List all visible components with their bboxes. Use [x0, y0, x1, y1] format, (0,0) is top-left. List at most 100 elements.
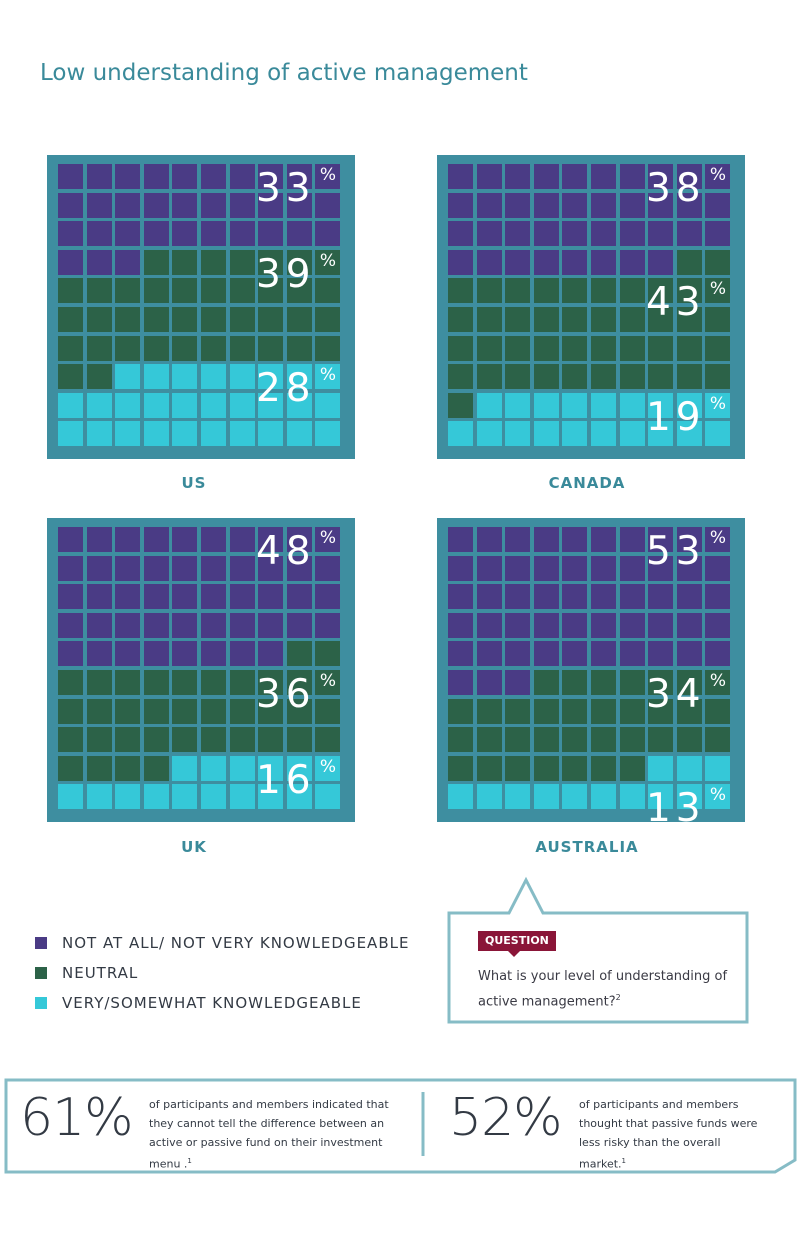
cell-neutral — [315, 335, 341, 361]
legend-label: VERY/SOMEWHAT KNOWLEDGEABLE — [62, 994, 362, 1012]
cell-not-knowledgeable — [533, 555, 559, 581]
cell-not-knowledgeable — [676, 584, 702, 610]
cell-not-knowledgeable — [533, 527, 559, 552]
cell-neutral — [505, 727, 531, 753]
cell-not-knowledgeable — [562, 612, 588, 638]
cell-not-knowledgeable — [648, 527, 674, 552]
stat-description-passive-risk: of participants and members thought that… — [579, 1095, 769, 1174]
cell-neutral — [86, 335, 112, 361]
cell-neutral — [533, 335, 559, 361]
cell-knowledgeable — [258, 364, 284, 390]
cell-neutral — [591, 278, 616, 304]
cell-not-knowledgeable — [86, 612, 112, 638]
cell-not-knowledgeable — [476, 192, 502, 218]
cell-neutral — [448, 698, 473, 724]
stat-text-body: of participants and members indicated th… — [149, 1098, 389, 1171]
cell-neutral — [258, 335, 284, 361]
cell-neutral — [533, 307, 559, 332]
cell-not-knowledgeable — [315, 192, 341, 218]
cell-neutral — [505, 278, 531, 304]
cell-neutral — [648, 698, 674, 724]
cell-neutral — [619, 364, 645, 390]
cell-not-knowledgeable — [505, 192, 531, 218]
percent-label: 36 — [255, 672, 316, 717]
cell-neutral — [229, 698, 255, 724]
cell-neutral — [448, 307, 473, 332]
cell-not-knowledgeable — [115, 584, 141, 610]
percent-symbol: % — [705, 164, 731, 189]
cell-not-knowledgeable — [533, 192, 559, 218]
percent-label: 53 — [645, 529, 706, 574]
cell-knowledgeable — [315, 421, 341, 447]
cell-knowledgeable — [648, 392, 674, 418]
cell-knowledgeable — [619, 784, 645, 810]
cell-not-knowledgeable — [448, 249, 473, 275]
cell-knowledgeable — [533, 784, 559, 810]
cell-not-knowledgeable — [58, 584, 83, 610]
cell-knowledgeable — [201, 421, 226, 447]
cell-not-knowledgeable — [115, 555, 141, 581]
cell-neutral — [676, 335, 702, 361]
cell-not-knowledgeable — [86, 641, 112, 667]
cell-neutral — [533, 755, 559, 781]
cell-knowledgeable — [172, 755, 198, 781]
cell-neutral — [115, 698, 141, 724]
cell-not-knowledgeable — [562, 584, 588, 610]
cell-not-knowledgeable — [172, 164, 198, 189]
cell-neutral — [648, 364, 674, 390]
cell-neutral — [619, 670, 645, 695]
cell-knowledgeable — [201, 755, 226, 781]
cell-neutral — [705, 335, 731, 361]
cell-not-knowledgeable — [143, 641, 169, 667]
cell-not-knowledgeable — [172, 527, 198, 552]
cell-neutral — [476, 698, 502, 724]
cell-not-knowledgeable — [562, 527, 588, 552]
cell-not-knowledgeable — [676, 164, 702, 189]
cell-knowledgeable — [448, 784, 473, 810]
cell-not-knowledgeable — [315, 584, 341, 610]
cell-not-knowledgeable — [286, 527, 312, 552]
cell-not-knowledgeable — [562, 555, 588, 581]
question-callout — [447, 876, 749, 1024]
stat-footnote: 1 — [187, 1157, 192, 1165]
cell-neutral — [286, 249, 312, 275]
cell-not-knowledgeable — [86, 192, 112, 218]
cell-knowledgeable — [115, 392, 141, 418]
cell-neutral — [58, 364, 83, 390]
cell-not-knowledgeable — [172, 612, 198, 638]
cell-neutral — [619, 698, 645, 724]
cell-not-knowledgeable — [476, 641, 502, 667]
cell-not-knowledgeable — [286, 584, 312, 610]
cell-not-knowledgeable — [258, 192, 284, 218]
cell-knowledgeable — [476, 392, 502, 418]
cell-not-knowledgeable — [705, 555, 731, 581]
percent-label: 16 — [255, 757, 316, 803]
cell-not-knowledgeable — [476, 221, 502, 247]
cell-neutral — [676, 249, 702, 275]
cell-neutral — [86, 755, 112, 781]
cell-not-knowledgeable — [229, 164, 255, 189]
cell-neutral — [619, 755, 645, 781]
cell-neutral — [315, 278, 341, 304]
cell-neutral — [448, 278, 473, 304]
cell-knowledgeable — [143, 421, 169, 447]
cell-neutral — [143, 727, 169, 753]
cell-not-knowledgeable — [115, 641, 141, 667]
cell-knowledgeable — [562, 392, 588, 418]
cell-not-knowledgeable — [505, 584, 531, 610]
cell-neutral — [58, 698, 83, 724]
stat-description-passive-difference: of participants and members indicated th… — [149, 1095, 399, 1174]
cell-knowledgeable — [648, 755, 674, 781]
legend-label: NOT AT ALL/ NOT VERY KNOWLEDGEABLE — [62, 934, 410, 952]
cell-neutral — [172, 249, 198, 275]
cell-not-knowledgeable — [115, 221, 141, 247]
cell-neutral — [286, 641, 312, 667]
cell-neutral — [229, 335, 255, 361]
waffle-panel-us: 33% 39% 28% — [47, 155, 355, 459]
cell-knowledgeable — [172, 364, 198, 390]
cell-neutral — [143, 670, 169, 695]
cell-not-knowledgeable — [143, 164, 169, 189]
cell-not-knowledgeable — [58, 249, 83, 275]
page-title: Low understanding of active management — [40, 60, 528, 86]
cell-knowledgeable — [143, 392, 169, 418]
